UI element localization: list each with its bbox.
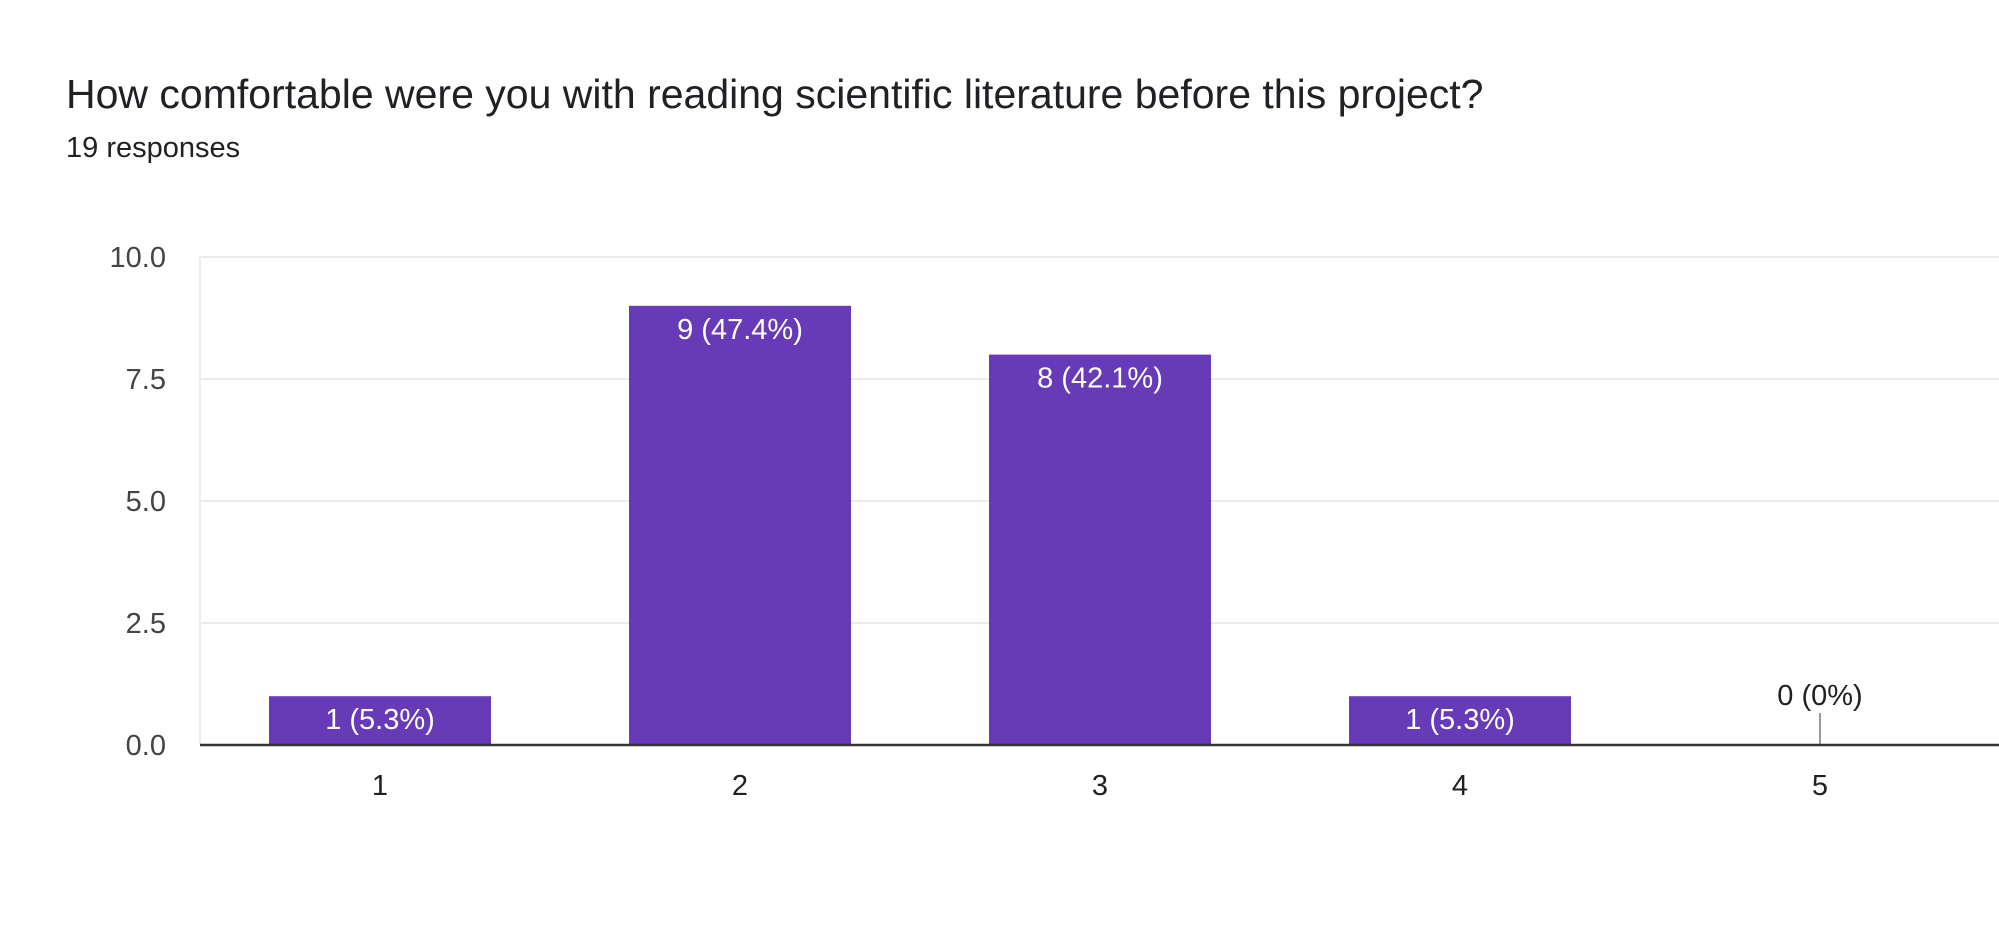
x-tick-label: 1 [372,770,388,802]
y-tick-label: 5.0 [126,486,166,518]
x-tick-label: 2 [732,770,748,802]
data-label: 9 (47.4%) [677,314,803,346]
data-label: 8 (42.1%) [1037,363,1163,395]
y-tick-label: 0.0 [126,730,166,762]
data-label: 1 (5.3%) [325,704,435,736]
question-title: How comfortable were you with reading sc… [66,71,1484,117]
y-tick-label: 10.0 [110,242,166,274]
response-count: 19 responses [66,132,241,164]
x-tick-label: 4 [1452,770,1468,802]
bar[interactable] [1349,696,1571,745]
data-label: 0 (0%) [1777,680,1862,712]
bar[interactable] [989,354,1211,745]
y-tick-label: 7.5 [126,364,166,396]
bars [269,305,1821,745]
axes: 0.0 2.5 5.0 7.5 10.0 1 2 3 4 5 [110,242,1999,802]
bar[interactable] [269,696,491,745]
x-tick-label: 3 [1092,770,1108,802]
y-tick-label: 2.5 [126,608,166,640]
data-label: 1 (5.3%) [1405,704,1515,736]
data-labels: 1 (5.3%) 9 (47.4%) 8 (42.1%) 1 (5.3%) 0 (0%) [325,314,1863,736]
x-tick-label: 5 [1812,770,1828,802]
chart-header: How comfortable were you with reading sc… [66,66,1959,165]
bar[interactable] [629,305,851,745]
